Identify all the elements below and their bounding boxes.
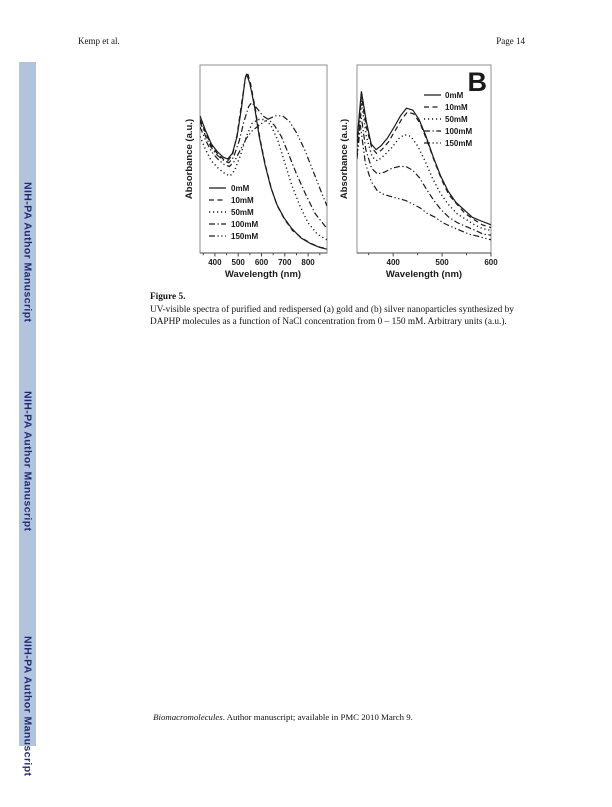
journal-name: Biomacromolecules [153, 712, 223, 722]
x-tick-label: 500 [232, 258, 246, 267]
nihpa-sidebar-strip: NIH-PA Author Manuscript NIH-PA Author M… [19, 62, 36, 776]
legend-label-0mM: 0mM [445, 91, 464, 100]
y-axis-title-b: Absorbance (a.u.) [339, 119, 350, 199]
panel-label-b: B [468, 67, 488, 97]
legend-label-10mM: 10mM [231, 196, 254, 205]
running-head-author: Kemp et al. [78, 36, 120, 46]
nihpa-watermark-top: NIH-PA Author Manuscript [21, 181, 34, 323]
journal-footer-rest: . Author manuscript; available in PMC 20… [222, 712, 413, 722]
journal-footer: Biomacromolecules. Author manuscript; av… [0, 712, 566, 722]
x-axis-ticks-a: 400 500 600 700 800 [202, 253, 321, 267]
legend-b: 0mM 10mM 50mM 100mM 150mM [424, 91, 472, 148]
legend-label-0mM: 0mM [231, 184, 250, 193]
legend-label-100mM: 100mM [231, 220, 258, 229]
y-axis-title-a: Absorbance (a.u.) [184, 119, 195, 199]
x-tick-label: 800 [301, 258, 315, 267]
figure-caption-body: UV-visible spectra of purified and redis… [150, 304, 514, 328]
x-tick-label: 400 [387, 258, 401, 267]
x-tick-label: 600 [484, 258, 498, 267]
running-head-page-number: Page 14 [496, 36, 525, 46]
spectrum-curve-150mM [200, 115, 327, 207]
x-tick-label: 500 [435, 258, 449, 267]
spectrum-curve-50mM [200, 118, 327, 241]
legend-label-150mM: 150mM [231, 232, 258, 241]
legend-label-10mM: 10mM [445, 103, 468, 112]
x-tick-label: 400 [208, 258, 222, 267]
x-axis-ticks-b: 400 500 600 [368, 253, 498, 267]
nihpa-watermark-middle: NIH-PA Author Manuscript [21, 390, 34, 532]
curves-a [200, 70, 327, 250]
legend-label-50mM: 50mM [445, 115, 468, 124]
figure-panel-a: 400 500 600 700 800 0mM 10mM 50mM 100mM 150mM Wa… [183, 58, 335, 288]
legend-label-100mM: 100mM [445, 127, 472, 136]
spectrum-curve-10mM [357, 96, 491, 229]
legend-label-50mM: 50mM [231, 208, 254, 217]
spectrum-curve-150mM [357, 125, 491, 241]
spectrum-curve-100mM [357, 113, 491, 236]
x-tick-label: 600 [255, 258, 269, 267]
x-tick-label: 700 [278, 258, 292, 267]
spectrum-curve-0mM [357, 91, 491, 226]
legend-label-150mM: 150mM [445, 139, 472, 148]
spectrum-curve-50mM [357, 102, 491, 232]
x-axis-title-b: Wavelength (nm) [386, 269, 462, 280]
nihpa-watermark-bottom: NIH-PA Author Manuscript [21, 635, 34, 777]
chart-a-svg: 400 500 600 700 800 0mM 10mM 50mM 100mM 150mM Wa… [184, 64, 328, 280]
figure-caption-title: Figure 5. [150, 292, 186, 302]
figure-panel-b: 400 500 600 0mM 10mM 50mM 100mM 150mM B Wavele… [338, 58, 500, 288]
spectrum-curve-0mM [200, 72, 327, 250]
spectrum-curve-100mM [200, 101, 327, 229]
spectrum-curve-10mM [200, 70, 327, 249]
x-axis-title-a: Wavelength (nm) [225, 269, 301, 280]
figure-caption: Figure 5. UV-visible spectra of purified… [150, 291, 534, 329]
curves-b [357, 91, 491, 241]
legend-a: 0mM 10mM 50mM 100mM 150mM [209, 184, 258, 241]
chart-b-svg: 400 500 600 0mM 10mM 50mM 100mM 150mM B Wavele… [339, 64, 498, 280]
